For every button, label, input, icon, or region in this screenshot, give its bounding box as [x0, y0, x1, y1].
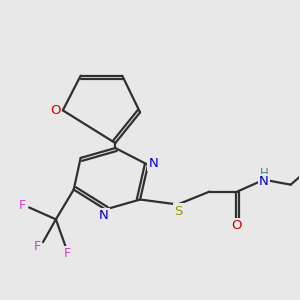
Text: O: O	[50, 104, 61, 117]
Text: O: O	[231, 219, 242, 232]
Text: N: N	[99, 209, 109, 222]
Text: S: S	[174, 205, 182, 218]
Text: F: F	[64, 247, 71, 260]
Text: N: N	[259, 175, 269, 188]
Text: F: F	[19, 200, 26, 212]
Text: N: N	[148, 157, 158, 170]
Text: H: H	[260, 167, 268, 180]
Text: F: F	[34, 240, 41, 253]
